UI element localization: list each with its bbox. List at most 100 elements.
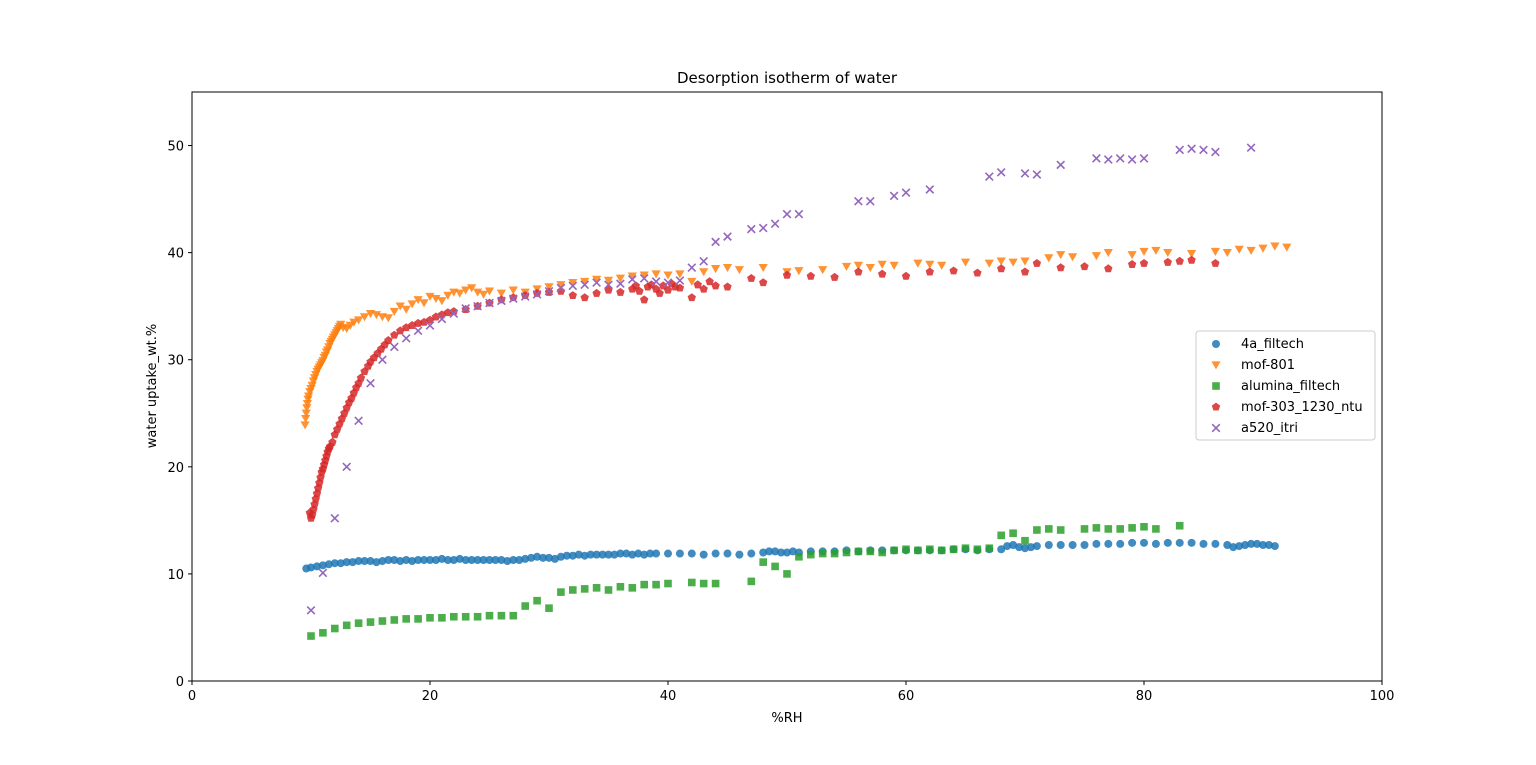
data-point — [1103, 248, 1113, 258]
data-point — [913, 259, 923, 268]
data-point — [461, 286, 471, 295]
data-point — [330, 559, 339, 568]
data-point — [1015, 543, 1024, 552]
data-point — [455, 554, 464, 563]
data-point — [1056, 160, 1066, 170]
data-point — [521, 602, 529, 610]
y-tick-label: 0 — [176, 675, 184, 690]
data-point — [937, 546, 946, 555]
data-point — [747, 577, 756, 586]
data-point — [318, 568, 328, 578]
data-point — [324, 560, 333, 569]
data-point — [508, 286, 518, 295]
data-point — [1163, 538, 1172, 547]
data-point — [431, 555, 440, 564]
data-point — [1163, 248, 1173, 258]
data-point — [384, 555, 393, 564]
legend-label-mof-801: mof-801 — [1241, 358, 1295, 373]
data-point — [675, 283, 685, 292]
data-point — [568, 291, 577, 300]
data-point — [318, 561, 327, 570]
legend-label-a520-itri: a520_itri — [1241, 421, 1298, 436]
data-point — [1033, 526, 1041, 534]
data-point — [1211, 147, 1220, 157]
legend-label-mof-303: mof-303_1230_ntu — [1241, 400, 1363, 415]
data-point — [478, 290, 489, 299]
data-point — [747, 549, 756, 558]
data-point — [652, 580, 660, 589]
data-point — [301, 414, 311, 423]
data-point — [973, 545, 982, 554]
y-tick-label: 20 — [167, 461, 184, 476]
data-point — [302, 399, 313, 409]
data-point — [747, 273, 756, 282]
data-point — [1104, 525, 1113, 533]
data-point — [389, 307, 399, 316]
data-point — [508, 294, 518, 304]
data-point — [1104, 264, 1113, 273]
data-point — [1092, 524, 1101, 532]
data-point — [306, 605, 316, 615]
data-point — [366, 378, 375, 388]
data-point — [414, 615, 422, 623]
data-point — [1235, 542, 1244, 551]
data-point — [396, 326, 405, 335]
data-point — [401, 333, 411, 343]
data-point — [328, 437, 337, 446]
data-point — [1080, 262, 1089, 271]
data-point — [473, 288, 483, 297]
data-point — [663, 278, 673, 287]
data-point — [509, 611, 518, 620]
data-point — [1258, 244, 1268, 253]
data-point — [491, 555, 500, 564]
data-point — [639, 273, 649, 283]
data-point — [580, 280, 590, 290]
data-point — [759, 548, 768, 557]
data-point — [865, 263, 875, 272]
data-point — [443, 555, 452, 564]
data-point — [984, 172, 994, 181]
data-point — [842, 548, 851, 557]
data-point — [782, 209, 792, 219]
y-tick-label: 40 — [167, 247, 184, 262]
legend-marker-mof-801 — [1211, 361, 1221, 370]
data-point — [431, 312, 441, 321]
data-point — [354, 316, 364, 325]
data-point — [437, 554, 446, 563]
data-point — [544, 283, 554, 292]
data-point — [389, 342, 399, 352]
data-point — [604, 550, 613, 559]
data-point — [556, 283, 566, 293]
data-point — [1009, 529, 1017, 538]
data-point — [693, 280, 702, 289]
data-point — [366, 557, 375, 566]
data-point — [545, 553, 553, 562]
data-point — [1032, 170, 1042, 179]
data-point — [655, 288, 664, 297]
data-point — [1056, 526, 1065, 534]
data-point — [592, 584, 601, 592]
data-point — [532, 290, 542, 299]
data-point — [1008, 258, 1018, 267]
y-tick-label: 50 — [167, 140, 184, 155]
x-tick-label: 80 — [1136, 689, 1153, 704]
data-point — [383, 314, 393, 323]
data-point — [711, 237, 720, 247]
x-axis-label: %RH — [771, 711, 802, 726]
data-point — [758, 223, 768, 233]
x-tick-label: 0 — [188, 689, 196, 704]
data-point — [616, 287, 625, 296]
data-point — [1175, 145, 1185, 155]
data-point — [1104, 539, 1113, 548]
data-point — [461, 303, 471, 313]
data-point — [997, 531, 1005, 540]
data-point — [342, 462, 352, 472]
data-point — [1175, 521, 1184, 530]
data-point — [865, 196, 875, 206]
data-point — [592, 288, 601, 297]
data-point — [758, 263, 768, 272]
x-tick-label: 20 — [422, 689, 439, 704]
data-point — [473, 555, 482, 564]
y-tick-label: 30 — [167, 354, 184, 369]
data-point — [372, 558, 381, 567]
